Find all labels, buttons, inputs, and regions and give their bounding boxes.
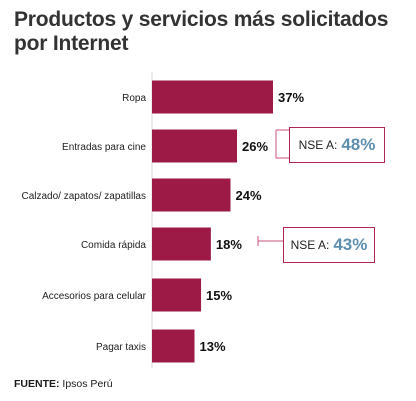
- bar: [152, 80, 273, 114]
- bar: [152, 227, 211, 261]
- value-label: 18%: [216, 237, 242, 252]
- value-label: 24%: [235, 188, 261, 203]
- callout-connector: [275, 130, 289, 159]
- callout-label: NSE A:: [298, 138, 338, 152]
- category-label: Comida rápida: [81, 240, 146, 251]
- source-label: FUENTE:: [14, 378, 60, 390]
- value-label: 13%: [200, 339, 226, 354]
- source-note: FUENTE: Ipsos Perú: [14, 378, 113, 390]
- category-label: Ropa: [122, 93, 146, 104]
- callout-label: NSE A:: [290, 238, 330, 252]
- bar: [152, 178, 231, 212]
- category-label: Accesorios para celular: [42, 291, 147, 302]
- category-label: Entradas para cine: [62, 142, 146, 153]
- chart-title: Productos y servicios más solicitados po…: [14, 8, 389, 55]
- value-label: 15%: [206, 288, 232, 303]
- bar: [152, 329, 195, 363]
- source-text: Ipsos Perú: [62, 378, 113, 390]
- callout-nse-a-cine: NSE A: 48%: [289, 127, 385, 163]
- callout-value: 43%: [333, 235, 368, 254]
- callout-value: 48%: [341, 135, 376, 154]
- bar: [152, 129, 238, 163]
- category-label: Pagar taxis: [96, 342, 146, 353]
- category-label: Calzado/ zapatos/ zapatillas: [21, 191, 146, 202]
- callout-nse-a-comida: NSE A: 43%: [283, 227, 375, 263]
- bar: [152, 278, 202, 312]
- value-label: 37%: [278, 90, 304, 105]
- value-label: 26%: [242, 139, 268, 154]
